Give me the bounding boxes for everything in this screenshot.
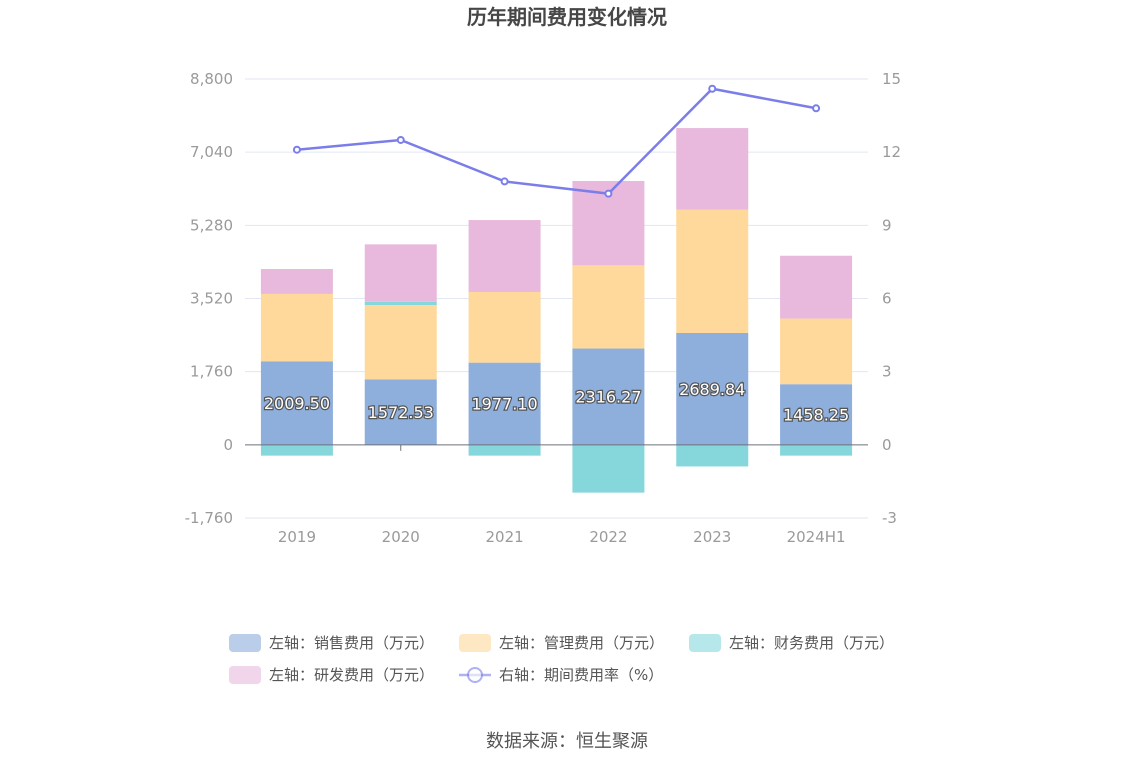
x-axis-tick-label: 2022 bbox=[589, 528, 627, 546]
bar-finance bbox=[364, 301, 437, 306]
bar-admin bbox=[468, 291, 541, 363]
right-axis-tick-label: 0 bbox=[882, 436, 892, 454]
left-axis-tick-label: 1,760 bbox=[190, 363, 233, 381]
bar-admin bbox=[676, 209, 749, 334]
right-axis-tick-label: 9 bbox=[882, 216, 892, 234]
left-axis-tick-label: 7,040 bbox=[190, 143, 233, 161]
bar-admin bbox=[780, 318, 853, 385]
axes: -1,760 0 1,760 3,520 5,280 7,040 8,800 -3 0 3 6 9 12… bbox=[185, 70, 901, 546]
sales-value-label: 1458.25 bbox=[783, 406, 849, 425]
x-axis-tick-label: 2021 bbox=[485, 528, 523, 546]
bar-rnd bbox=[468, 220, 541, 292]
right-axis-tick-label: 6 bbox=[882, 290, 892, 308]
x-axis-tick-label: 2019 bbox=[278, 528, 316, 546]
legend: 左轴：销售费用（万元） 左轴：管理费用（万元） 左轴：财务费用（万元） 左轴：研发费用… bbox=[229, 634, 894, 684]
legend-swatch-sales bbox=[229, 634, 261, 652]
left-axis-tick-label: 5,280 bbox=[190, 216, 233, 234]
sales-value-label: 2316.27 bbox=[575, 388, 641, 407]
bar-sales bbox=[676, 333, 749, 445]
bar-rnd bbox=[260, 269, 333, 294]
left-axis-tick-label: 8,800 bbox=[190, 70, 233, 88]
right-axis-tick-label: 15 bbox=[882, 70, 901, 88]
bar-sales bbox=[260, 361, 333, 445]
bar-sales bbox=[364, 379, 437, 445]
rate-point bbox=[292, 145, 301, 154]
bar-finance bbox=[676, 444, 749, 467]
grid-lines bbox=[245, 78, 868, 519]
legend-line-marker bbox=[467, 667, 483, 683]
rate-point bbox=[604, 189, 613, 198]
x-axis-tick-label: 2024H1 bbox=[787, 528, 846, 546]
left-axis-tick-label: 0 bbox=[223, 436, 233, 454]
bar-finance bbox=[468, 444, 541, 456]
bar-finance bbox=[572, 444, 645, 493]
bar-sales bbox=[468, 362, 541, 445]
bar-admin bbox=[364, 305, 437, 380]
left-axis-tick-label: -1,760 bbox=[185, 509, 233, 527]
bar-finance bbox=[780, 444, 853, 456]
source-note: 数据来源：恒生聚源 bbox=[486, 731, 648, 752]
bar-sales bbox=[780, 384, 853, 445]
legend-label: 右轴：期间费用率（%） bbox=[499, 666, 663, 684]
right-axis-tick-label: -3 bbox=[882, 509, 897, 527]
sales-value-label: 1572.53 bbox=[368, 403, 434, 422]
legend-label: 左轴：管理费用（万元） bbox=[499, 634, 664, 652]
left-axis-tick-label: 3,520 bbox=[190, 290, 233, 308]
rate-point bbox=[708, 84, 717, 93]
right-axis-tick-label: 3 bbox=[882, 363, 892, 381]
bar-rnd bbox=[780, 255, 853, 319]
x-axis-tick-label: 2023 bbox=[693, 528, 731, 546]
rate-line bbox=[292, 84, 821, 198]
sales-value-label: 2009.50 bbox=[264, 394, 330, 413]
bar-rnd bbox=[364, 244, 437, 302]
sales-value-label: 1977.10 bbox=[471, 395, 537, 414]
sales-value-label: 2689.84 bbox=[679, 380, 745, 399]
right-axis-tick-label: 12 bbox=[882, 143, 901, 161]
legend-label: 左轴：财务费用（万元） bbox=[729, 634, 894, 652]
bar-rnd bbox=[676, 128, 749, 210]
legend-swatch-finance bbox=[689, 634, 721, 652]
chart-title: 历年期间费用变化情况 bbox=[467, 5, 667, 29]
legend-label: 左轴：研发费用（万元） bbox=[269, 666, 434, 684]
bar-admin bbox=[572, 265, 645, 349]
rate-point bbox=[500, 177, 509, 186]
bar-sales bbox=[572, 348, 645, 445]
rate-point bbox=[812, 104, 821, 113]
bar-finance bbox=[260, 444, 333, 456]
legend-label: 左轴：销售费用（万元） bbox=[269, 634, 434, 652]
data-labels: 2009.50 1572.53 1977.10 2316.27 2689.84 1458.… bbox=[263, 379, 851, 426]
bar-admin bbox=[260, 293, 333, 362]
legend-swatch-rnd bbox=[229, 666, 261, 684]
x-axis-tick-label: 2020 bbox=[382, 528, 420, 546]
rate-line-path bbox=[296, 87, 817, 195]
rate-point bbox=[396, 135, 405, 144]
legend-swatch-admin bbox=[459, 634, 491, 652]
bars bbox=[260, 128, 853, 493]
